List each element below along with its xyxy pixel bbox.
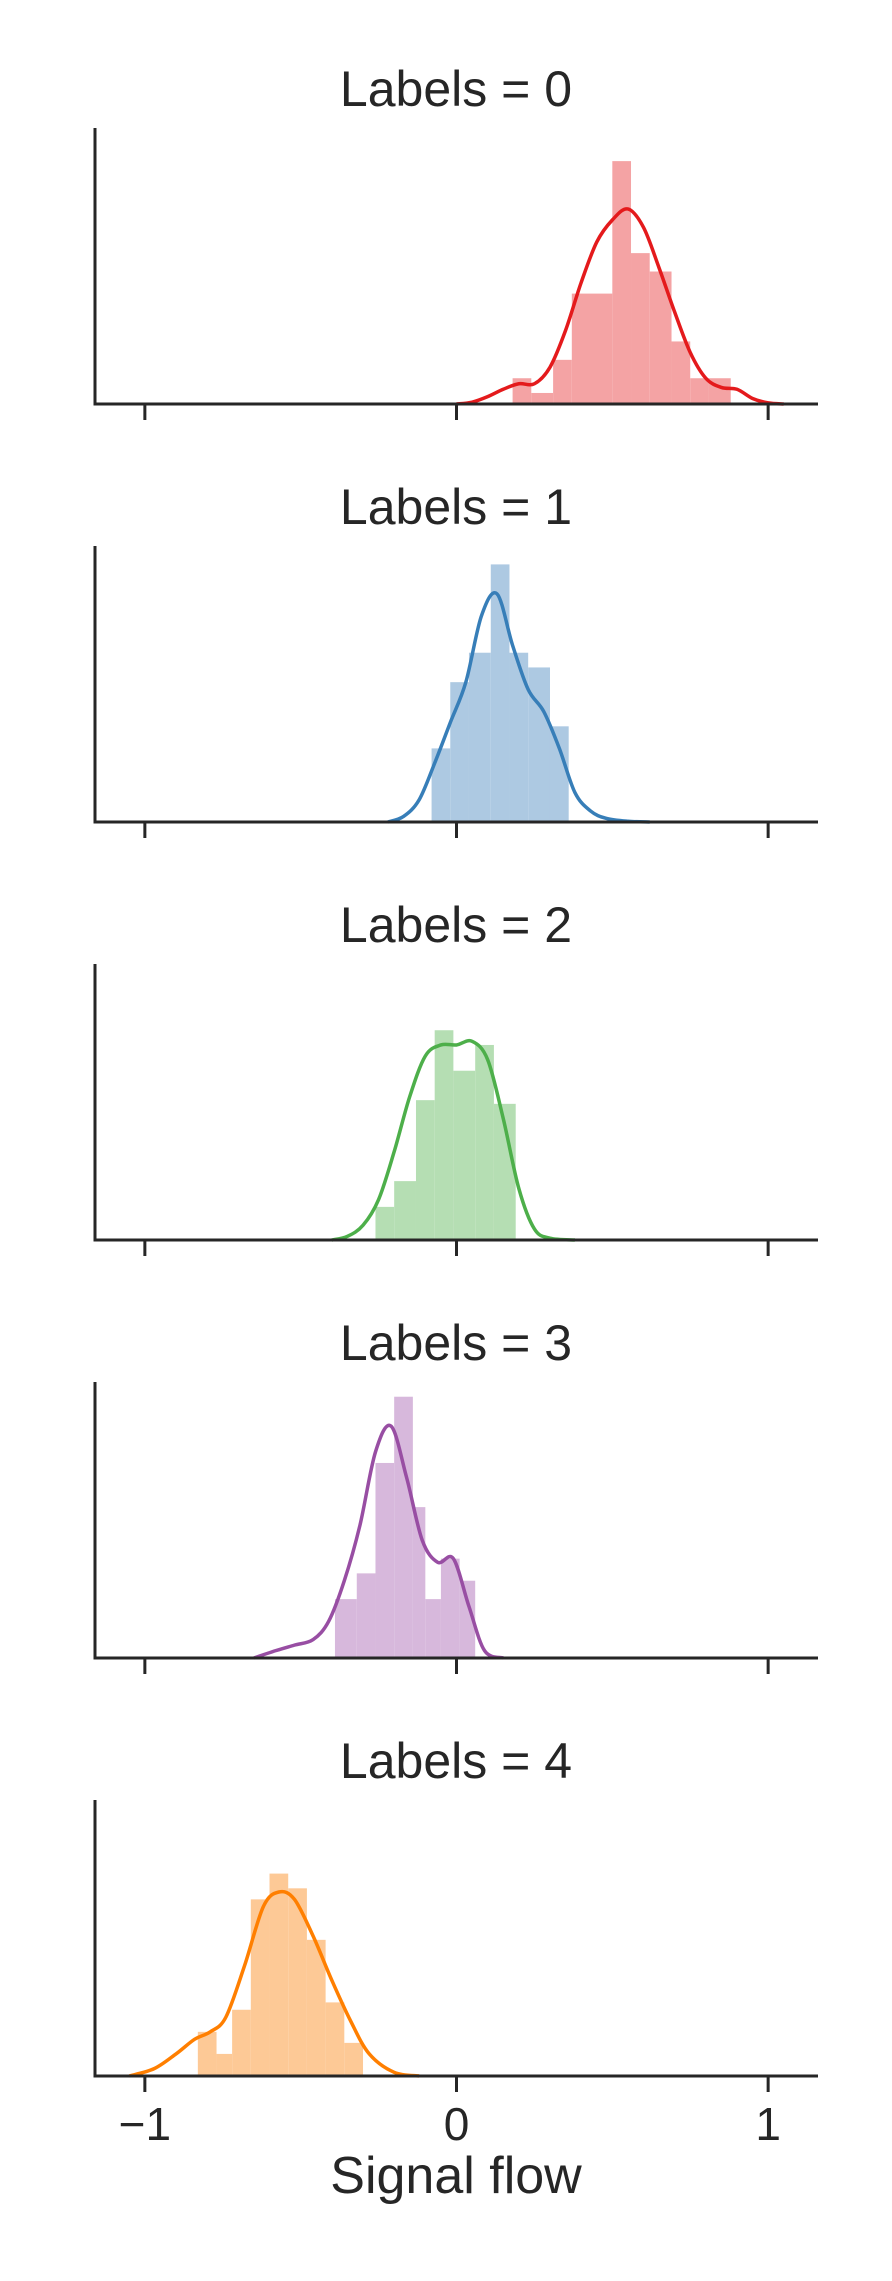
panel-4: Labels = 4 −1 0 1 [93, 1733, 818, 2150]
hist-bar [197, 2031, 217, 2076]
hist-bar [415, 1100, 435, 1240]
hist-bar [394, 1396, 413, 1658]
hist-bar [344, 2042, 364, 2076]
kde-line [331, 1038, 576, 1242]
hist-bar [459, 1580, 476, 1658]
hist-bar [394, 1181, 416, 1240]
x-tick-label: 0 [444, 2098, 470, 2150]
hist-bar [375, 1206, 395, 1240]
panel-3: Labels = 3 [93, 1315, 818, 1674]
hist-bar [306, 1939, 326, 2076]
hist-bar [590, 293, 613, 404]
hist-bar [468, 652, 491, 822]
panel-title: Labels = 1 [340, 479, 572, 535]
hist-bar [440, 1558, 460, 1658]
hist-bar [425, 1599, 441, 1658]
x-tick-label: −1 [119, 2098, 171, 2150]
panel-2: Labels = 2 [93, 897, 818, 1256]
hist-bar [356, 1573, 376, 1658]
kde-line [253, 1423, 504, 1660]
hist-bar [549, 726, 569, 822]
hist-bar [334, 1599, 357, 1658]
kde-line [387, 591, 650, 824]
hist-bar [250, 1899, 270, 2076]
x-axis-label: Signal flow [330, 2147, 582, 2205]
hist-bar [531, 392, 554, 404]
panel-1: Labels = 1 [93, 479, 818, 838]
hist-bar [690, 378, 709, 404]
hist-bar [325, 2002, 345, 2076]
hist-bar [232, 2009, 251, 2076]
hist-bar [475, 1044, 494, 1240]
panel-title: Labels = 4 [340, 1733, 572, 1789]
hist-bar [216, 2053, 233, 2076]
hist-bar [375, 1462, 395, 1658]
hist-bar [612, 161, 632, 404]
hist-bar [649, 271, 672, 404]
hist-bar [528, 667, 550, 822]
panel-0: Labels = 0 [93, 61, 818, 420]
hist-bar [671, 341, 691, 404]
hist-bar [493, 1103, 516, 1240]
hist-bar [288, 1888, 307, 2076]
panel-title: Labels = 3 [340, 1315, 572, 1371]
hist-bar [431, 748, 451, 822]
kde-line [128, 1889, 420, 2078]
hist-bar [269, 1873, 289, 2076]
hist-bar [509, 652, 529, 822]
hist-bar [553, 359, 572, 404]
panel-title: Labels = 0 [340, 61, 572, 117]
hist-bar [631, 253, 650, 404]
panel-title: Labels = 2 [340, 897, 572, 953]
kde-line [456, 207, 784, 406]
hist-bar [434, 1030, 454, 1240]
hist-bar [571, 293, 591, 404]
facet-panels: Labels = 0 Labels = 1 Labels = 2 Labels = 3… [93, 61, 818, 2150]
x-tick-label: 1 [755, 2098, 781, 2150]
hist-bar [453, 1070, 476, 1240]
hist-bar [450, 682, 469, 822]
hist-bar [490, 564, 510, 822]
